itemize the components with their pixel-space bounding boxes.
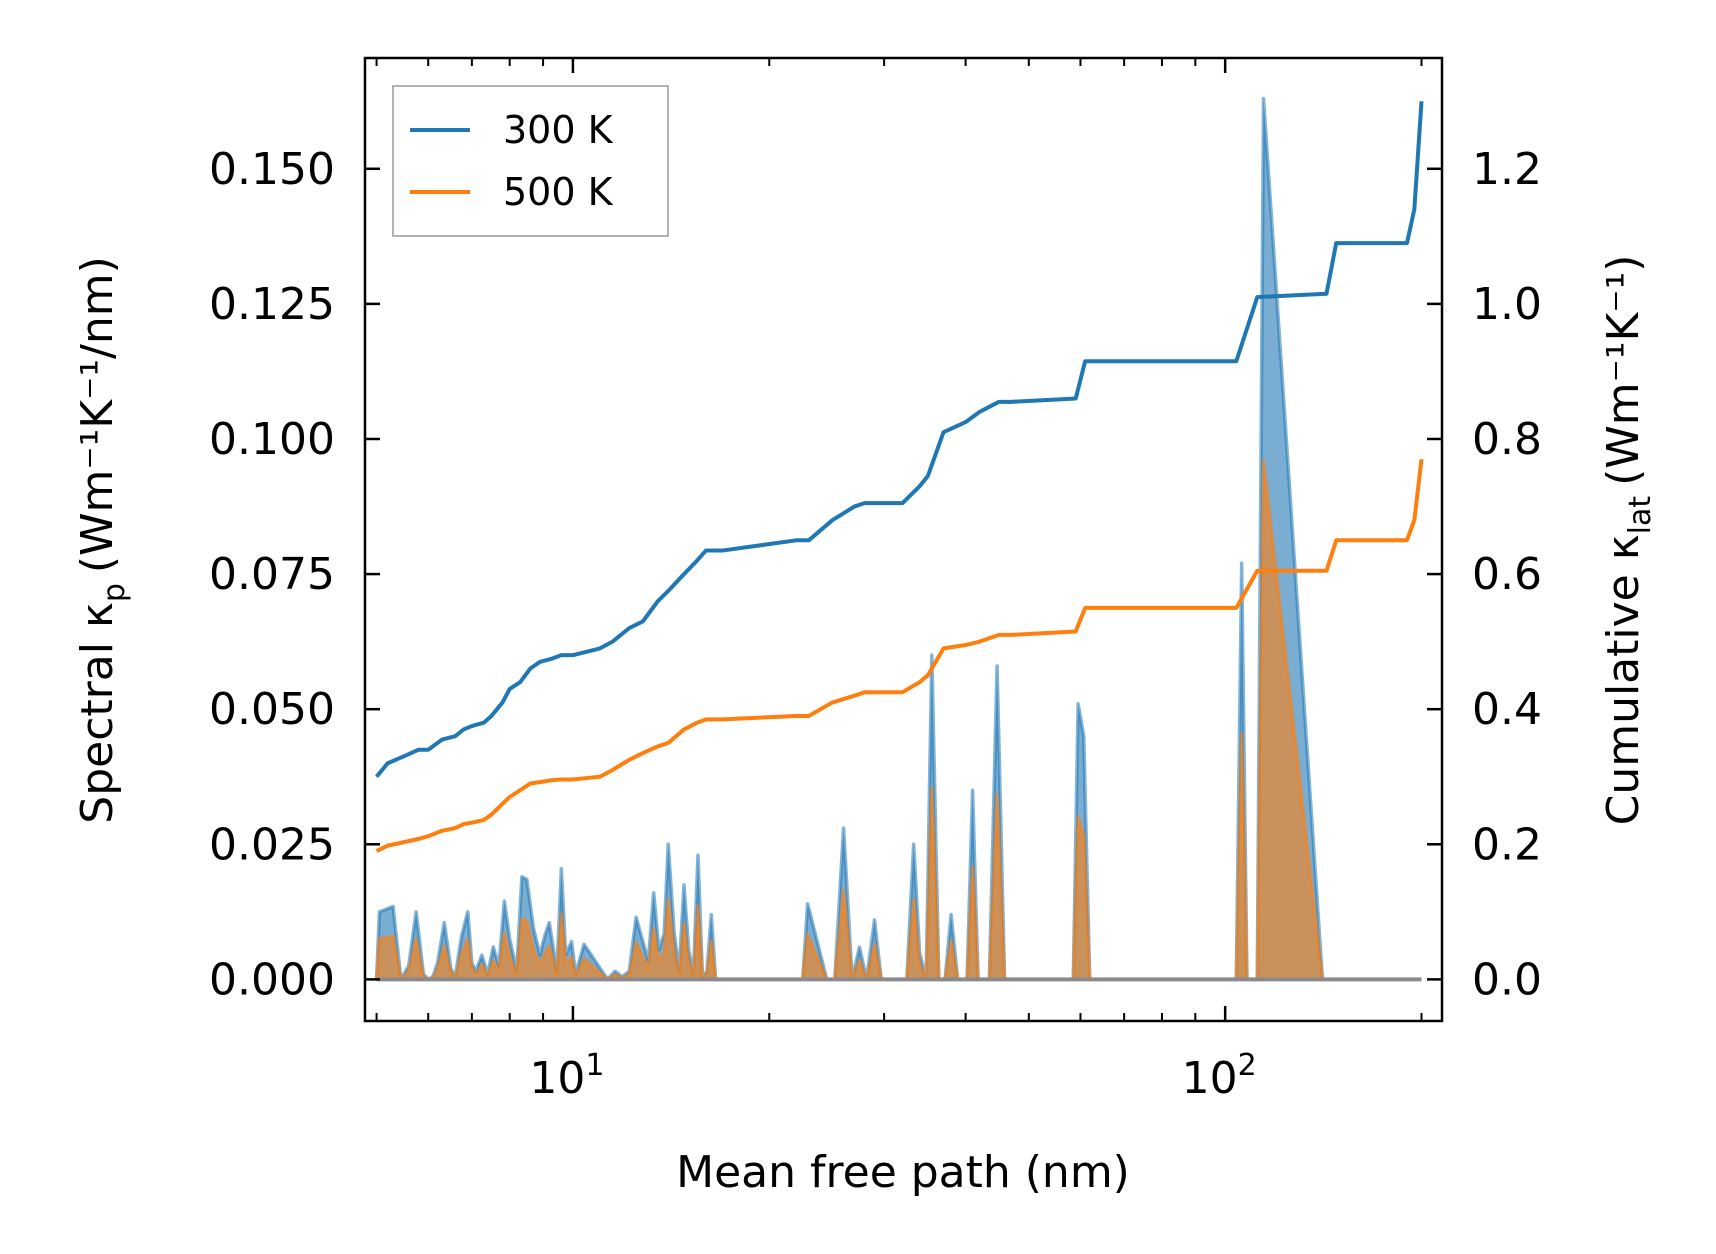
right-tick-label-0: 0.0 bbox=[1472, 954, 1542, 1005]
x-tick-label-exp-1: 2 bbox=[1238, 1048, 1257, 1083]
x-tick-label-0: 101 bbox=[529, 1048, 604, 1104]
x-tick-label-exp-0: 1 bbox=[585, 1048, 604, 1083]
right-axis-title-main: Cumulative κ bbox=[1598, 534, 1649, 825]
left-axis-title: Spectral κp (Wm⁻¹K⁻¹/nm) bbox=[72, 256, 132, 823]
legend-box bbox=[392, 85, 669, 237]
spectral-line-1 bbox=[374, 458, 1422, 982]
left-axis-title-sub: p bbox=[97, 583, 132, 602]
axis-ticks: 0.000 0.025 0.050 0.075 0.100 0.125 0.150 0.0 0.… bbox=[209, 58, 1542, 1104]
left-tick-label-1: 0.025 bbox=[209, 819, 335, 870]
x-tick-label-1: 102 bbox=[1182, 1048, 1257, 1104]
left-tick-label-0: 0.000 bbox=[209, 954, 335, 1005]
right-axis-title-units: (Wm⁻¹K⁻¹) bbox=[1598, 255, 1649, 486]
left-axis-title-main: Spectral κ bbox=[72, 602, 123, 824]
cumulative-line-500k bbox=[375, 459, 1424, 853]
x-tick-label-base-0: 10 bbox=[529, 1053, 585, 1104]
x-tick-label-base-1: 10 bbox=[1182, 1053, 1238, 1104]
right-tick-label-1: 0.2 bbox=[1472, 819, 1542, 870]
left-tick-label-4: 0.100 bbox=[209, 414, 335, 465]
x-axis-title: Mean free path (nm) bbox=[676, 1147, 1130, 1198]
cumulative-line-300k bbox=[375, 101, 1424, 779]
right-tick-label-3: 0.6 bbox=[1472, 549, 1542, 600]
right-tick-label-2: 0.4 bbox=[1472, 684, 1542, 735]
legend-label-300k: 300 K bbox=[503, 108, 614, 152]
legend: 300 K 500 K bbox=[392, 85, 669, 237]
left-tick-label-6: 0.150 bbox=[209, 144, 335, 195]
right-axis-title: Cumulative κlat (Wm⁻¹K⁻¹) bbox=[1598, 255, 1658, 826]
legend-label-500k: 500 K bbox=[503, 170, 614, 214]
axes-frame bbox=[363, 56, 1444, 1023]
right-tick-label-6: 1.2 bbox=[1472, 144, 1542, 195]
right-axis-title-sub: lat bbox=[1623, 496, 1658, 535]
plot-area bbox=[374, 96, 1424, 982]
left-tick-label-2: 0.050 bbox=[209, 684, 335, 735]
right-tick-label-5: 1.0 bbox=[1472, 279, 1542, 330]
right-tick-label-4: 0.8 bbox=[1472, 414, 1542, 465]
left-axis-title-units: (Wm⁻¹K⁻¹/nm) bbox=[72, 256, 123, 573]
left-tick-label-3: 0.075 bbox=[209, 549, 335, 600]
left-tick-label-5: 0.125 bbox=[209, 279, 335, 330]
